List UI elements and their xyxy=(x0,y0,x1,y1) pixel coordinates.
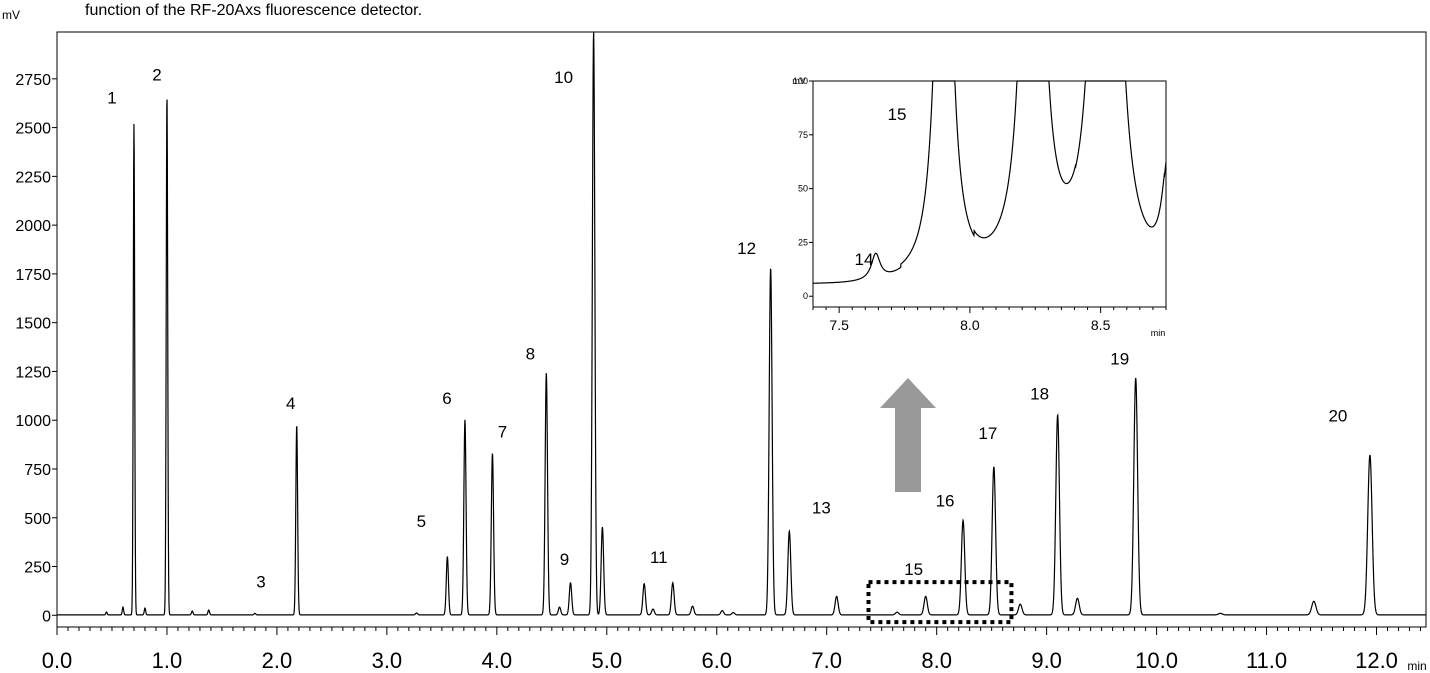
x-axis-unit-label: min xyxy=(1407,659,1426,673)
peak-label: 12 xyxy=(737,239,756,258)
x-tick-label: 9.0 xyxy=(1031,648,1062,673)
chromatogram-trace xyxy=(57,31,1426,616)
inset-y-tick-label: 0 xyxy=(803,291,808,301)
peak-label: 19 xyxy=(1110,349,1129,368)
peak-label: 9 xyxy=(560,550,569,569)
plot-frame xyxy=(56,31,1427,628)
inset-x-tick-label: 8.5 xyxy=(1091,317,1111,333)
peak-label: 18 xyxy=(1030,384,1049,403)
peak-label: 17 xyxy=(978,424,997,443)
y-tick-label: 750 xyxy=(24,462,51,479)
y-tick-label: 2500 xyxy=(15,121,51,138)
inset-x-unit: min xyxy=(1151,328,1166,338)
x-tick-label: 5.0 xyxy=(592,648,623,673)
y-tick-label: 500 xyxy=(24,511,51,528)
zoom-arrow xyxy=(880,378,936,492)
inset-y-tick-label: 50 xyxy=(798,184,808,194)
y-tick-label: 0 xyxy=(42,608,51,625)
inset-x-tick-label: 8.0 xyxy=(960,317,980,333)
peak-label: 13 xyxy=(812,498,831,517)
peak-label: 4 xyxy=(286,394,295,413)
peak-label: 3 xyxy=(256,572,265,591)
y-tick-label: 2250 xyxy=(15,169,51,186)
x-tick-label: 11.0 xyxy=(1246,648,1287,673)
inset-x-tick-label: 7.5 xyxy=(829,317,849,333)
x-tick-label: 2.0 xyxy=(262,648,293,673)
y-tick-label: 250 xyxy=(24,560,51,577)
inset-y-tick-label: 25 xyxy=(798,237,808,247)
inset-y-unit: mV xyxy=(792,76,806,86)
x-tick-label: 3.0 xyxy=(372,648,403,673)
peak-label: 1 xyxy=(107,89,116,108)
y-tick-label: 1750 xyxy=(15,267,51,284)
x-tick-label: 10.0 xyxy=(1135,648,1178,673)
peak-label: 10 xyxy=(554,68,573,87)
peak-label: 20 xyxy=(1328,406,1347,425)
peak-label: 8 xyxy=(526,344,535,363)
peak-label: 11 xyxy=(650,548,668,567)
y-tick-label: 1000 xyxy=(15,413,51,430)
chart-caption: function of the RF-20Axs fluorescence de… xyxy=(85,2,423,19)
peak-label: 7 xyxy=(498,422,507,441)
inset-y-tick-label: 75 xyxy=(798,130,808,140)
x-tick-label: 1.0 xyxy=(152,648,183,673)
x-tick-label: 6.0 xyxy=(701,648,732,673)
zoom-region-box xyxy=(866,580,1014,625)
peak-label: 16 xyxy=(936,492,955,511)
x-tick-label: 4.0 xyxy=(482,648,513,673)
y-axis-unit-label: mV xyxy=(2,8,20,22)
y-tick-label: 1250 xyxy=(15,364,51,381)
inset-peak-label: 15 xyxy=(888,105,907,124)
x-tick-label: 12.0 xyxy=(1355,648,1398,673)
y-tick-label: 2750 xyxy=(15,72,51,89)
y-tick-label: 2000 xyxy=(15,218,51,235)
inset-trace xyxy=(812,80,1167,284)
peak-label: 6 xyxy=(442,389,451,408)
x-tick-label: 8.0 xyxy=(921,648,952,673)
x-tick-label: 0.0 xyxy=(42,648,73,673)
peak-label: 5 xyxy=(417,512,426,531)
peak-label: 15 xyxy=(904,560,923,579)
peak-label: 2 xyxy=(152,65,161,84)
x-tick-label: 7.0 xyxy=(811,648,842,673)
inset-peak-label: 14 xyxy=(855,250,874,269)
y-tick-label: 1500 xyxy=(15,316,51,333)
inset-frame xyxy=(812,80,1167,308)
inset-y-tick-label: 100 xyxy=(793,76,808,86)
